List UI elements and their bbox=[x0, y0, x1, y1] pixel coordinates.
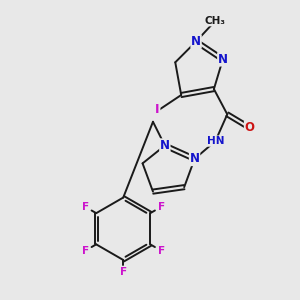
Text: N: N bbox=[191, 35, 201, 48]
Text: F: F bbox=[82, 202, 89, 212]
Text: N: N bbox=[190, 152, 200, 165]
Text: O: O bbox=[244, 121, 255, 134]
Text: CH₃: CH₃ bbox=[205, 16, 226, 26]
Text: F: F bbox=[120, 268, 127, 278]
Text: F: F bbox=[158, 202, 165, 212]
Text: HN: HN bbox=[207, 136, 224, 146]
Text: I: I bbox=[155, 103, 160, 116]
Text: F: F bbox=[82, 246, 89, 256]
Text: F: F bbox=[158, 246, 165, 256]
Text: N: N bbox=[160, 139, 170, 152]
Text: N: N bbox=[218, 53, 228, 66]
